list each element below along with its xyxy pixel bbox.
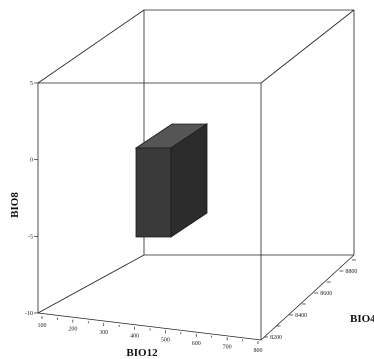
z-axis-ticks: -10 -5 0 5 [25,81,38,317]
box-side-face [170,123,208,238]
cube-edge [37,254,145,314]
x-axis-title: BIO12 [126,347,158,359]
z-tick-label: -5 [28,234,33,240]
z-tick-label: -10 [25,311,33,317]
x-tick-label: 600 [192,341,201,347]
x-tick-label: 300 [99,330,108,336]
x-axis-ticks: 100 200 300 400 500 600 700 800 [38,316,263,354]
x-tick-label: 800 [254,348,263,354]
y-axis-ticks: 8200 8400 8600 8800 [264,259,357,341]
x-tick-label: 700 [223,344,232,350]
cube-edge [37,9,145,84]
box-front-face [135,147,172,238]
x-tick-label: 400 [130,334,139,340]
z-tick-label: 5 [30,81,33,87]
z-tick-label: 0 [30,158,33,164]
cube-edge [37,312,262,341]
x-tick-label: 200 [68,327,77,333]
y-tick-label: 8200 [270,335,282,341]
y-tick-label: 8800 [345,269,357,275]
x-tick-label: 500 [161,337,170,343]
z-axis-title: BIO8 [9,192,21,218]
y-axis-title: BIO4 [350,313,374,325]
bounding-cube [37,9,355,341]
x-tick-label: 100 [38,323,47,329]
cube-edge [260,9,355,84]
data-box [134,123,209,238]
y-tick-label: 8400 [295,313,307,319]
cube-edge [260,254,355,341]
y-tick-label: 8600 [320,291,332,297]
